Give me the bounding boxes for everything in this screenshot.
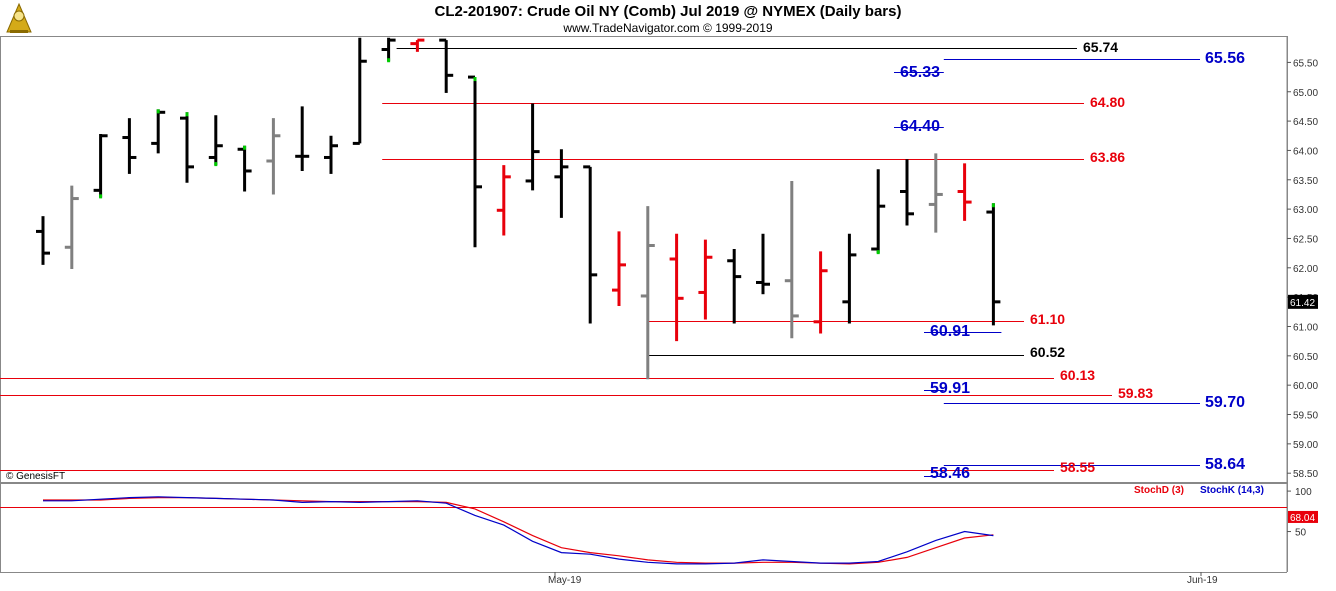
stochastic-panel xyxy=(0,496,1287,565)
y-tick-label: 60.00 xyxy=(1293,381,1318,392)
copyright-text: © GenesisFT xyxy=(6,471,65,482)
ohlc-bar-2 xyxy=(64,185,79,269)
y-tick-label: 59.00 xyxy=(1293,440,1318,451)
ohlc-bar-29 xyxy=(842,233,857,324)
stoch-d-legend: StochD (3) xyxy=(1134,485,1184,496)
bar-marker xyxy=(185,112,189,117)
level-label-59.91: 59.91 xyxy=(930,380,970,397)
x-label-may: May-19 xyxy=(548,575,582,586)
ohlc-bar-23 xyxy=(669,233,684,342)
ohlc-bar-7 xyxy=(208,115,223,167)
level-label-60.91: 60.91 xyxy=(930,323,970,340)
level-label-58.46: 58.46 xyxy=(930,465,970,482)
y-tick-label: 65.00 xyxy=(1293,88,1318,99)
stoch-tick-label: 100 xyxy=(1295,487,1312,498)
ohlc-bar-32 xyxy=(928,153,943,233)
ohlc-bar-34 xyxy=(986,203,1001,326)
y-tick-label: 63.50 xyxy=(1293,176,1318,187)
level-label-58.55: 58.55 xyxy=(1060,459,1095,475)
y-tick-label: 64.00 xyxy=(1293,146,1318,157)
level-label-63.86: 63.86 xyxy=(1090,149,1125,165)
ohlc-bar-8 xyxy=(237,145,252,192)
y-tick-label: 58.50 xyxy=(1293,469,1318,480)
ohlc-bar-27 xyxy=(784,180,799,339)
bar-marker xyxy=(991,203,995,208)
ohlc-bar-19 xyxy=(554,149,569,218)
ohlc-bar-15 xyxy=(439,38,454,93)
ohlc-bar-1 xyxy=(36,216,50,265)
trade-navigator-logo xyxy=(4,2,34,36)
stoch-k-line xyxy=(43,496,994,565)
ohlc-bar-10 xyxy=(295,106,310,171)
bar-marker xyxy=(876,250,880,255)
ohlc-bar-17 xyxy=(496,165,511,236)
y-tick-label: 62.50 xyxy=(1293,234,1318,245)
bar-marker xyxy=(243,145,247,150)
ohlc-bar-20 xyxy=(583,165,598,324)
ohlc-bar-26 xyxy=(756,233,770,295)
level-label-61.10: 61.10 xyxy=(1030,311,1065,327)
bar-marker xyxy=(99,194,103,199)
stoch-value-box xyxy=(1288,510,1318,523)
stoch-k-legend: StochK (14,3) xyxy=(1200,485,1264,496)
bar-marker xyxy=(214,162,218,167)
y-tick-label: 62.00 xyxy=(1293,264,1318,275)
last-price-box xyxy=(1288,294,1318,309)
price-levels: 65.74 65.56 65.33 64.80 64.40 63.86 61.10 60.91… xyxy=(0,39,1245,482)
ohlc-bar-11 xyxy=(324,135,338,174)
chart-title: CL2-201907: Crude Oil NY (Comb) Jul 2019… xyxy=(434,3,902,20)
x-label-jun: Jun-19 xyxy=(1187,575,1218,586)
y-tick-label: 59.50 xyxy=(1293,411,1318,422)
ohlc-bar-9 xyxy=(266,118,281,195)
ohlc-bar-5 xyxy=(151,109,166,154)
y-tick-label: 61.00 xyxy=(1293,322,1318,333)
y-tick-label: 65.50 xyxy=(1293,58,1318,69)
ohlc-bar-31 xyxy=(900,159,914,226)
ohlc-bar-12 xyxy=(352,37,367,145)
ohlc-bar-28 xyxy=(813,251,828,334)
y-tick-label: 60.50 xyxy=(1293,352,1318,363)
ohlc-bar-24 xyxy=(698,239,713,320)
bar-marker xyxy=(473,77,477,82)
ohlc-bars xyxy=(36,37,1001,380)
ohlc-bar-6 xyxy=(180,112,194,183)
bar-marker xyxy=(156,109,160,114)
level-label-58.64: 58.64 xyxy=(1205,456,1245,473)
ohlc-bar-30 xyxy=(871,169,886,255)
ohlc-bar-13 xyxy=(381,37,396,63)
ohlc-bar-22 xyxy=(640,206,655,380)
ohlc-bar-14 xyxy=(410,38,425,52)
ohlc-bar-18 xyxy=(525,103,540,191)
level-label-59.83: 59.83 xyxy=(1118,385,1153,401)
ohlc-bar-21 xyxy=(612,231,626,306)
y-tick-label: 63.00 xyxy=(1293,205,1318,216)
level-label-60.13: 60.13 xyxy=(1060,367,1095,383)
chart-axes: 58.5059.0059.5060.0060.5061.0061.5062.00… xyxy=(554,58,1318,576)
stoch-tick-label: 50 xyxy=(1295,528,1307,539)
level-label-65.56: 65.56 xyxy=(1205,50,1245,67)
y-tick-label: 64.50 xyxy=(1293,117,1318,128)
stoch-value-label: 68.04 xyxy=(1290,513,1315,524)
ohlc-bar-3 xyxy=(93,134,108,199)
bar-marker xyxy=(387,58,391,63)
ohlc-bar-4 xyxy=(122,118,137,174)
level-label-60.52: 60.52 xyxy=(1030,344,1065,360)
level-label-64.40: 64.40 xyxy=(900,118,940,135)
level-label-59.70: 59.70 xyxy=(1205,394,1245,411)
ohlc-bar-25 xyxy=(727,249,742,324)
ohlc-bar-33 xyxy=(957,163,972,221)
level-label-64.80: 64.80 xyxy=(1090,94,1125,110)
level-label-65.33: 65.33 xyxy=(900,64,940,81)
chart-subtitle: www.TradeNavigator.com © 1999-2019 xyxy=(563,21,773,35)
level-label-65.74: 65.74 xyxy=(1083,39,1118,55)
ohlc-bar-16 xyxy=(468,75,482,248)
last-price-label: 61.42 xyxy=(1290,298,1315,309)
